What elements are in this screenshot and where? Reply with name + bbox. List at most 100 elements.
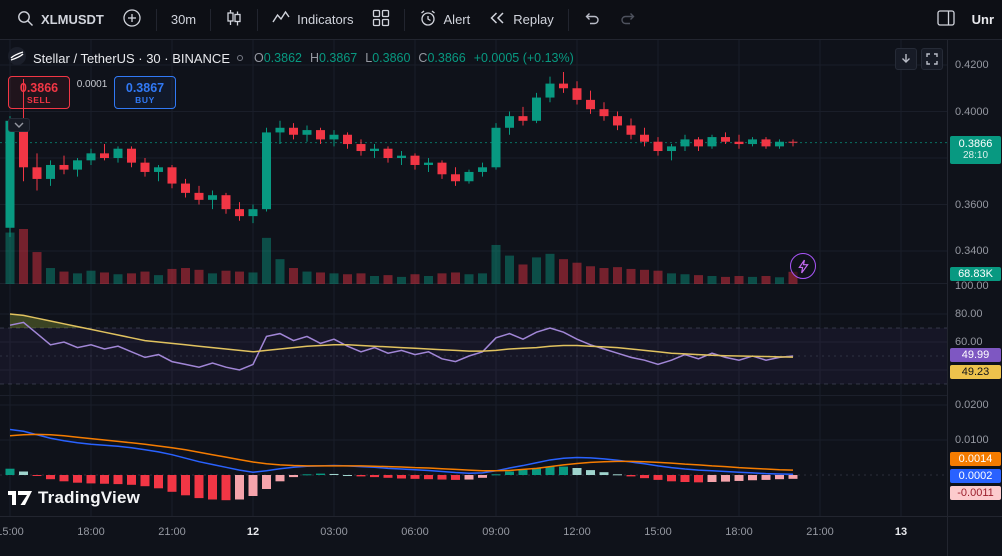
- time-axis-label: 21:00: [806, 526, 834, 538]
- alarm-clock-icon: [419, 9, 437, 30]
- scroll-down-button[interactable]: [895, 48, 917, 70]
- close-label: C: [418, 51, 428, 65]
- buy-button[interactable]: 0.3867 BUY: [114, 76, 176, 109]
- close-value: 0.3866: [427, 51, 466, 65]
- macd-histogram-badge: -0.0011: [950, 486, 1001, 500]
- symbol-name: XLMUSDT: [41, 12, 104, 27]
- compare-add-symbol-button[interactable]: [113, 6, 151, 34]
- price-pane: [0, 40, 947, 284]
- current-price-value: 0.3866: [958, 138, 993, 150]
- search-icon: [17, 10, 34, 30]
- toolbar-separator: [210, 8, 212, 31]
- maximize-pane-button[interactable]: [921, 48, 943, 70]
- time-axis-label: 09:00: [482, 526, 510, 538]
- time-axis-label: 06:00: [401, 526, 429, 538]
- pane-controls: [895, 48, 943, 70]
- toolbar-separator: [567, 8, 569, 31]
- open-label: O: [254, 51, 264, 65]
- buy-label: BUY: [135, 94, 155, 105]
- sell-price: 0.3866: [19, 80, 59, 95]
- watchlist-panel-button[interactable]: [928, 6, 964, 34]
- time-axis[interactable]: 15:00 18:00 21:00 12 03:00 06:00 09:00 12:00 15:…: [0, 516, 1002, 556]
- high-label: H: [309, 51, 319, 65]
- time-axis-label: 18:00: [725, 526, 753, 538]
- replay-icon: [488, 9, 506, 30]
- sell-button[interactable]: 0.3866 SELL: [8, 76, 70, 109]
- time-axis-label: 15:00: [0, 526, 24, 538]
- price-axis[interactable]: 0.3866 28:10 68.83K 49.99 49.23 0.0014 0…: [947, 40, 1002, 556]
- legend-collapse-button[interactable]: [8, 118, 30, 132]
- indicators-button[interactable]: Indicators: [263, 6, 362, 34]
- current-price-badge: 0.3866 28:10: [950, 136, 1001, 164]
- toolbar-separator: [155, 8, 157, 31]
- price-axis-label: 0.4000: [955, 105, 989, 118]
- time-axis-label: 12: [246, 526, 260, 538]
- macd-chart-canvas[interactable]: [0, 396, 947, 516]
- price-axis-label: 0.0100: [955, 434, 989, 446]
- time-axis-label: 18:00: [77, 526, 105, 538]
- interval-label: 30m: [170, 12, 197, 27]
- spread-value: 0.0001: [76, 79, 108, 90]
- time-axis-label: 12:00: [563, 526, 591, 538]
- low-value: 0.3860: [372, 51, 411, 65]
- sell-label: SELL: [26, 94, 52, 105]
- price-axis-label: 80.00: [955, 308, 983, 320]
- price-axis-label: 100.00: [955, 280, 989, 292]
- redo-arrow-icon: [619, 9, 637, 30]
- arrow-down-icon: [902, 54, 910, 63]
- tradingview-logo-icon: [8, 491, 32, 505]
- quick-trade-lightning-button[interactable]: [790, 253, 816, 279]
- change-value: +0.0005 (+0.13%): [473, 51, 574, 65]
- toolbar-separator: [257, 8, 259, 31]
- price-axis-label: 0.4200: [955, 59, 989, 71]
- stellar-logo-icon: [8, 46, 26, 70]
- symbol-title[interactable]: Stellar / TetherUS · 30 · BINANCE: [33, 50, 230, 66]
- indicators-icon: [272, 9, 290, 30]
- chart-legend: Stellar / TetherUS · 30 · BINANCE O0.386…: [8, 46, 574, 70]
- buy-price: 0.3867: [125, 80, 165, 95]
- rsi-value-badge: 49.99: [950, 348, 1001, 362]
- alert-button[interactable]: Alert: [410, 6, 480, 34]
- interval-button[interactable]: 30m: [162, 6, 205, 34]
- low-label: L: [365, 51, 373, 65]
- price-axis-label: 0.3600: [955, 198, 989, 211]
- price-axis-label: 0.3400: [955, 245, 989, 257]
- macd-signal-badge: 0.0014: [950, 452, 1001, 466]
- time-axis-label: 03:00: [320, 526, 348, 538]
- grid-layout-icon: [372, 9, 390, 30]
- rsi-pane: [0, 284, 947, 396]
- ohlc-values: O0.3862 H0.3867 L0.3860 C0.3866 +0.0005 …: [254, 51, 574, 65]
- order-panel: 0.3866 SELL 0.0001 0.3867 BUY: [8, 76, 176, 109]
- time-axis-label: 13: [894, 526, 908, 538]
- candles-icon: [225, 9, 243, 30]
- top-toolbar: XLMUSDT 30m Indicators Alert: [0, 0, 1002, 40]
- alert-label: Alert: [443, 12, 471, 27]
- symbol-search-button[interactable]: XLMUSDT: [8, 6, 113, 34]
- account-label[interactable]: Unr: [971, 12, 994, 27]
- price-axis-label: 0.0200: [955, 399, 989, 411]
- plus-circle-icon: [122, 8, 142, 31]
- chart-workspace: Stellar / TetherUS · 30 · BINANCE O0.386…: [0, 40, 1002, 556]
- toolbar-separator: [403, 8, 405, 31]
- macd-pane: [0, 396, 947, 516]
- price-chart-canvas[interactable]: [0, 40, 947, 284]
- indicator-templates-button[interactable]: [363, 6, 399, 34]
- time-axis-label: 15:00: [644, 526, 672, 538]
- macd-line-badge: 0.0002: [950, 469, 1001, 483]
- undo-button[interactable]: [574, 6, 610, 34]
- replay-button[interactable]: Replay: [479, 6, 562, 34]
- chart-style-button[interactable]: [216, 6, 252, 34]
- replay-label: Replay: [513, 12, 554, 27]
- indicators-label: Indicators: [297, 12, 354, 27]
- tradingview-watermark[interactable]: TradingView: [8, 488, 140, 508]
- maximize-icon: [926, 53, 938, 65]
- chart-panes: Stellar / TetherUS · 30 · BINANCE O0.386…: [0, 40, 947, 516]
- panel-icon: [936, 10, 955, 29]
- price-axis-label: 60.00: [955, 336, 983, 348]
- bar-countdown: 28:10: [962, 150, 989, 161]
- rsi-chart-canvas[interactable]: [0, 284, 947, 396]
- time-axis-label: 21:00: [158, 526, 186, 538]
- redo-button[interactable]: [610, 6, 646, 34]
- rsi-ma-value-badge: 49.23: [950, 365, 1001, 379]
- volume-badge: 68.83K: [950, 267, 1001, 281]
